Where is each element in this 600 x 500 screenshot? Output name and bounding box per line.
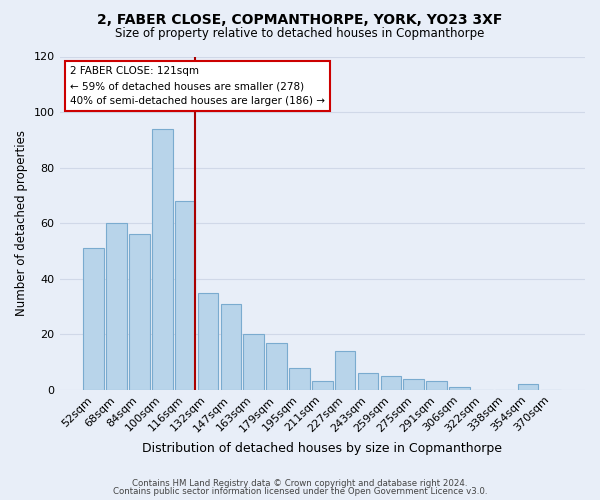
Bar <box>518 384 538 390</box>
Bar <box>426 382 447 390</box>
Text: Contains public sector information licensed under the Open Government Licence v3: Contains public sector information licen… <box>113 487 487 496</box>
Bar <box>106 223 127 390</box>
Bar <box>221 304 241 390</box>
Bar <box>129 234 150 390</box>
Text: Size of property relative to detached houses in Copmanthorpe: Size of property relative to detached ho… <box>115 28 485 40</box>
Text: 2, FABER CLOSE, COPMANTHORPE, YORK, YO23 3XF: 2, FABER CLOSE, COPMANTHORPE, YORK, YO23… <box>97 12 503 26</box>
Bar <box>266 342 287 390</box>
Bar <box>449 387 470 390</box>
Bar <box>289 368 310 390</box>
Bar <box>244 334 264 390</box>
Bar <box>358 373 378 390</box>
Bar <box>152 128 173 390</box>
Bar <box>403 378 424 390</box>
Bar <box>312 382 332 390</box>
Y-axis label: Number of detached properties: Number of detached properties <box>15 130 28 316</box>
Bar <box>335 351 355 390</box>
X-axis label: Distribution of detached houses by size in Copmanthorpe: Distribution of detached houses by size … <box>142 442 502 455</box>
Bar <box>175 201 196 390</box>
Bar <box>380 376 401 390</box>
Text: Contains HM Land Registry data © Crown copyright and database right 2024.: Contains HM Land Registry data © Crown c… <box>132 478 468 488</box>
Bar <box>83 248 104 390</box>
Text: 2 FABER CLOSE: 121sqm
← 59% of detached houses are smaller (278)
40% of semi-det: 2 FABER CLOSE: 121sqm ← 59% of detached … <box>70 66 325 106</box>
Bar <box>198 292 218 390</box>
